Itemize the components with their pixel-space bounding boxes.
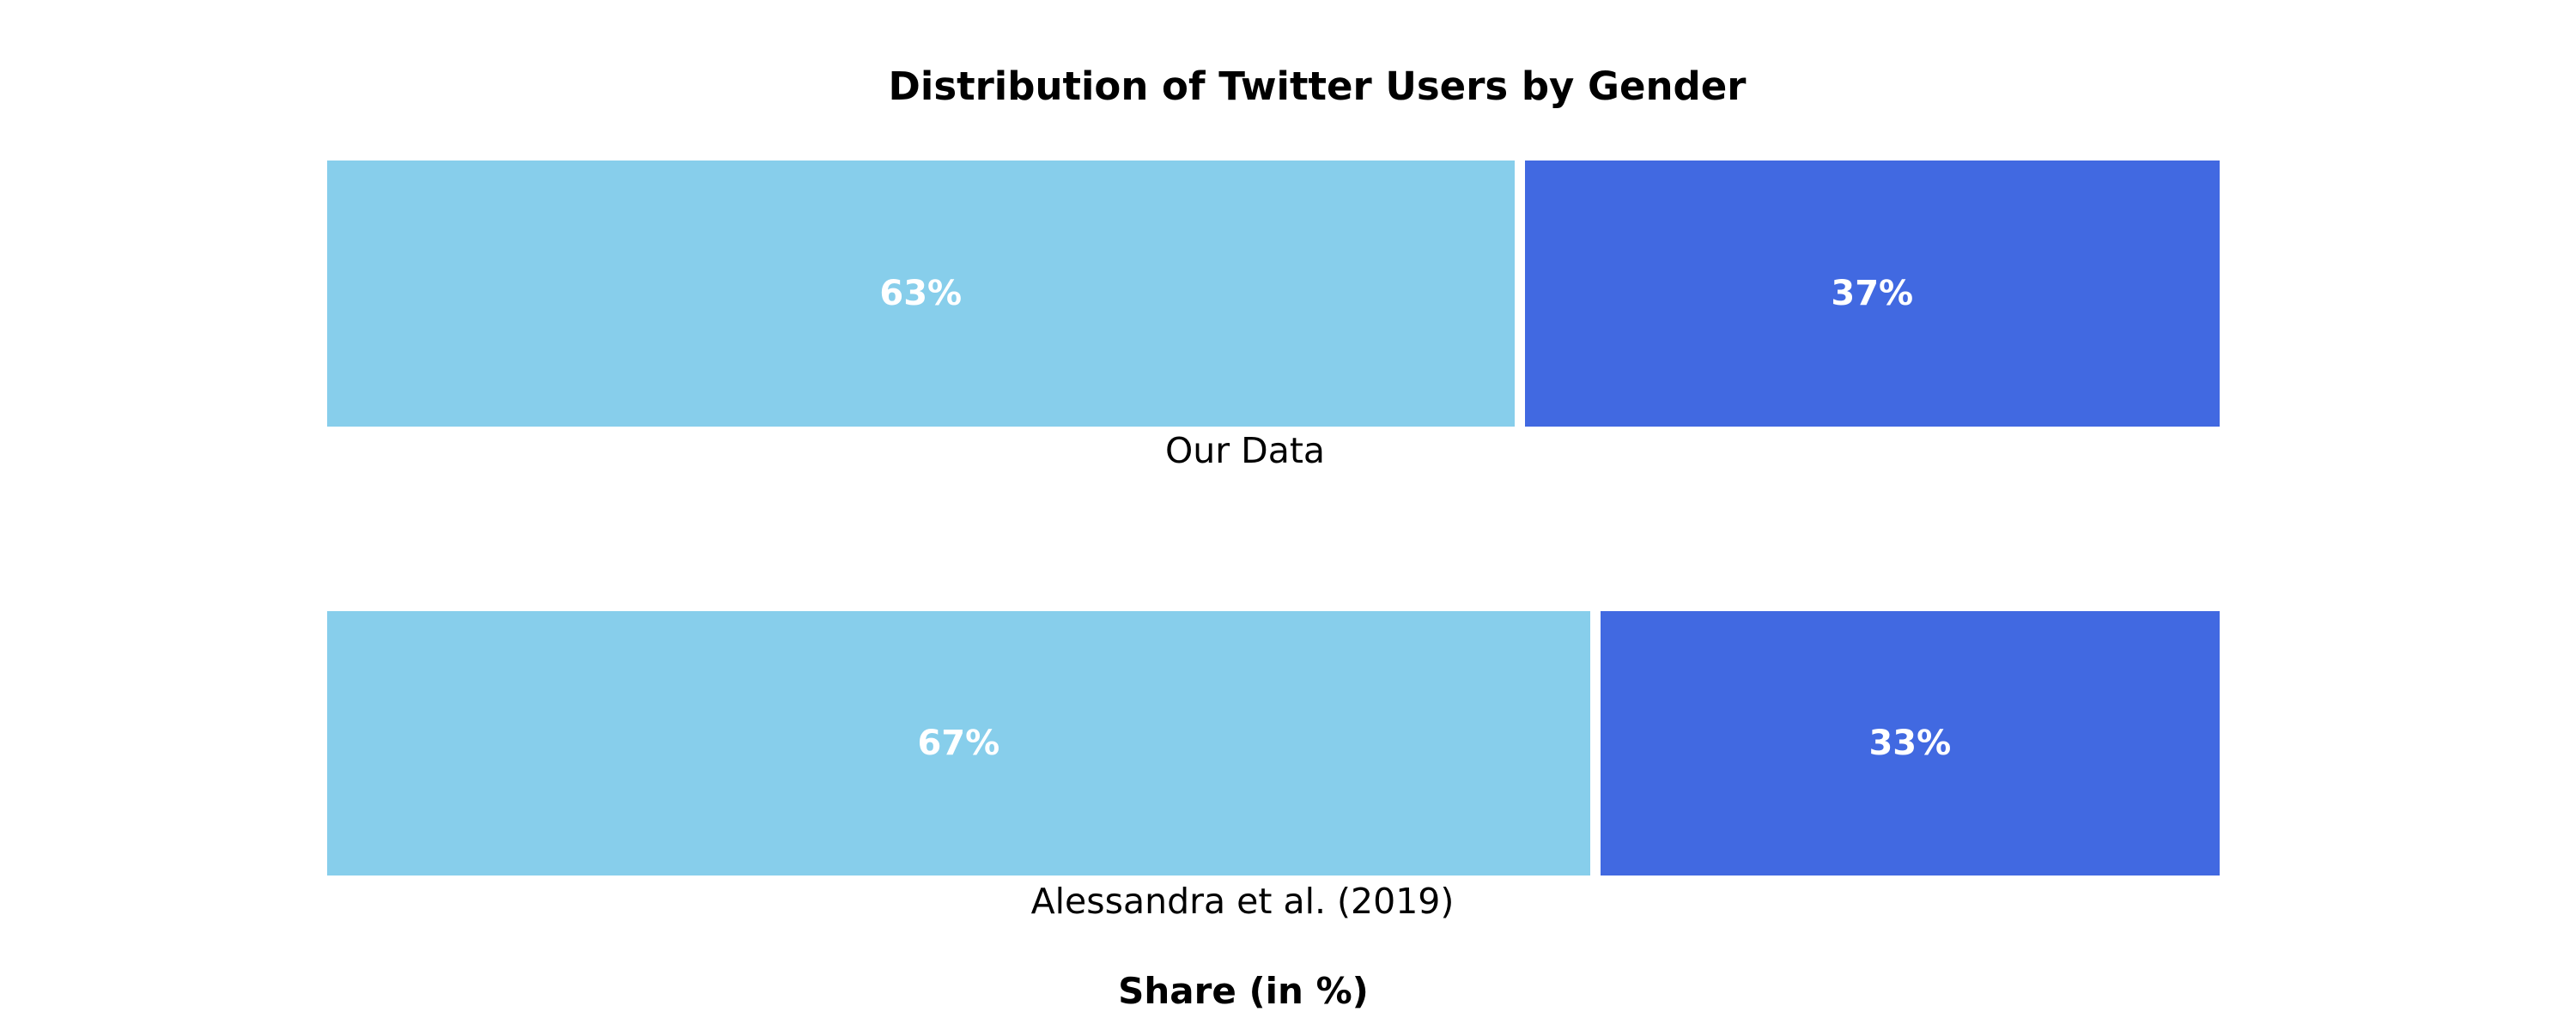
stacked-bar-our-data: 63% 37% bbox=[327, 161, 2220, 427]
bar-value-label: 63% bbox=[879, 274, 963, 313]
bar-segment-alessandra-left: 67% bbox=[327, 611, 1595, 876]
chart-title: Distribution of Twitter Users by Gender bbox=[888, 64, 1747, 109]
bar-value-label: 33% bbox=[1868, 724, 1952, 763]
bar-segment-our-data-left: 63% bbox=[327, 161, 1520, 427]
x-axis-label: Share (in %) bbox=[1118, 970, 1369, 1012]
bar-value-label: 37% bbox=[1831, 274, 1914, 313]
category-label-our-data: Our Data bbox=[1164, 430, 1326, 471]
bar-segment-our-data-right: 37% bbox=[1519, 161, 2220, 427]
category-label-alessandra: Alessandra et al. (2019) bbox=[1030, 881, 1455, 922]
stacked-bar-alessandra: 67% 33% bbox=[327, 611, 2220, 876]
bar-segment-alessandra-right: 33% bbox=[1595, 611, 2220, 876]
bar-value-label: 67% bbox=[917, 724, 1000, 763]
